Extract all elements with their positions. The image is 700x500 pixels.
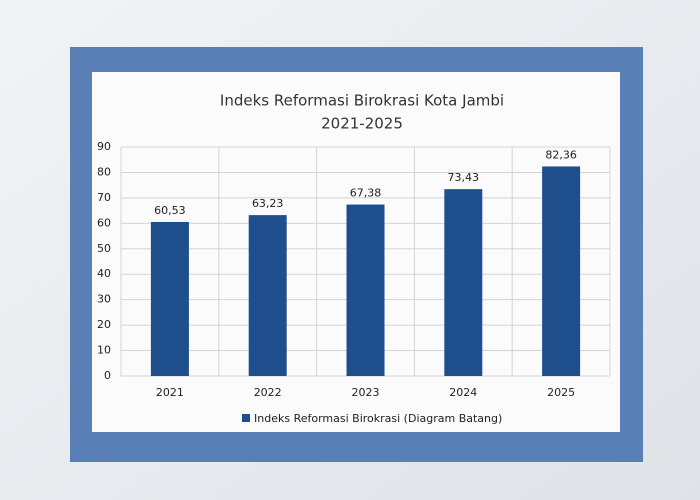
data-label: 73,43 [448,171,480,184]
data-label: 82,36 [545,148,577,161]
y-tick-label: 50 [97,242,111,255]
legend-swatch [242,414,250,422]
y-tick-label: 0 [104,369,111,382]
bar [248,215,287,376]
x-tick-label: 2024 [449,386,477,399]
data-label: 63,23 [252,197,284,210]
x-tick-label: 2023 [352,386,380,399]
bar [444,189,483,376]
y-tick-label: 30 [97,293,111,306]
chart-subtitle: 2021-2025 [321,115,403,133]
bar [346,204,385,376]
y-tick-label: 80 [97,165,111,178]
x-tick-label: 2022 [254,386,282,399]
x-tick-label: 2025 [547,386,575,399]
y-tick-label: 10 [97,344,111,357]
bar [150,221,189,376]
data-label: 67,38 [350,187,382,200]
chart-title: Indeks Reformasi Birokrasi Kota Jambi [220,92,504,110]
y-tick-label: 90 [97,140,111,153]
x-tick-label: 2021 [156,386,184,399]
y-tick-label: 20 [97,318,111,331]
data-label: 60,53 [154,204,186,217]
y-tick-label: 40 [97,267,111,280]
y-tick-label: 70 [97,191,111,204]
legend-label: Indeks Reformasi Birokrasi (Diagram Bata… [254,412,502,425]
bar [542,166,581,376]
y-tick-label: 60 [97,216,111,229]
